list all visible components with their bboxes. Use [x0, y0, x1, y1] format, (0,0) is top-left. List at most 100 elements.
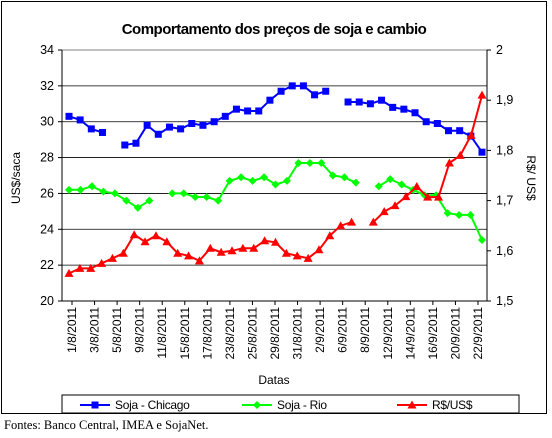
data-point — [202, 193, 211, 202]
data-point — [143, 121, 151, 129]
data-point — [98, 128, 106, 136]
data-point — [145, 196, 154, 205]
data-point — [288, 82, 296, 90]
y-left-tick-label: 24 — [40, 222, 54, 236]
data-point — [344, 98, 352, 106]
legend-label: Soja - Rio — [277, 398, 327, 412]
data-point — [249, 243, 259, 252]
data-point — [221, 112, 229, 120]
data-point — [225, 176, 234, 185]
data-point — [434, 192, 444, 201]
x-tick-label: 14/9/2011 — [403, 307, 417, 360]
data-point — [129, 230, 139, 239]
data-point — [379, 207, 389, 216]
data-point — [75, 263, 85, 272]
data-point — [374, 182, 383, 191]
y-left-tick-label: 26 — [40, 186, 54, 200]
data-point — [87, 182, 96, 191]
y-axis-right: 1,5 1,6 1,7 1,8 1,9 2 — [486, 43, 513, 308]
data-point — [400, 105, 408, 113]
data-point — [162, 237, 172, 246]
x-tick-label: 1/8/2011 — [65, 307, 79, 353]
x-tick-label: 29/8/2011 — [268, 307, 282, 360]
data-point — [110, 189, 119, 198]
plot-area — [61, 49, 488, 302]
x-axis-label: Datas — [258, 373, 289, 387]
data-point — [423, 192, 433, 201]
data-point — [199, 121, 207, 129]
data-point — [422, 118, 430, 126]
data-point — [299, 82, 307, 90]
data-point — [271, 180, 280, 189]
series-line — [378, 177, 483, 241]
data-point — [466, 210, 475, 219]
data-point — [121, 141, 129, 149]
data-point — [314, 245, 324, 254]
data-point — [238, 243, 248, 252]
data-point — [311, 91, 319, 99]
legend-marker — [91, 401, 99, 409]
x-tick-label: 31/8/2011 — [291, 307, 305, 360]
data-point — [86, 263, 96, 272]
data-point — [271, 237, 280, 246]
data-point — [97, 258, 107, 267]
x-tick-label: 2/9/2011 — [313, 307, 327, 353]
series-layer — [64, 82, 487, 277]
data-point — [191, 193, 200, 202]
data-point — [260, 173, 269, 182]
data-point — [366, 100, 374, 108]
data-point — [232, 105, 240, 113]
x-tick-label: 5/8/2011 — [110, 307, 124, 353]
x-tick-label: 3/8/2011 — [88, 307, 102, 353]
data-point — [107, 253, 117, 262]
data-point — [151, 231, 161, 240]
data-point — [65, 185, 73, 194]
x-tick-label: 23/8/2011 — [223, 307, 237, 360]
data-point — [466, 130, 476, 139]
data-point — [386, 175, 395, 184]
y-axis-right-label: R$/ US$ — [524, 155, 538, 201]
x-tick-label: 16/9/2011 — [426, 307, 440, 360]
series-1 — [65, 158, 486, 245]
y-left-tick-label: 30 — [40, 115, 54, 129]
data-point — [255, 107, 263, 115]
y-left-tick-label: 28 — [40, 151, 54, 165]
data-point — [389, 103, 397, 111]
data-point — [455, 210, 464, 219]
y-axis-left: 20 22 24 26 28 30 32 34 — [40, 43, 63, 308]
grid-lines — [62, 85, 487, 266]
x-tick-label: 9/8/2011 — [133, 307, 147, 353]
y-axis-left-label: US$/saca — [9, 152, 23, 204]
series-line — [68, 115, 103, 134]
y-left-tick-label: 22 — [40, 258, 54, 272]
data-point — [266, 96, 274, 104]
data-point — [118, 248, 128, 257]
x-tick-label: 11/8/2011 — [155, 307, 169, 359]
data-point — [347, 217, 357, 226]
series-2 — [64, 90, 487, 277]
x-tick-label: 22/9/2011 — [471, 307, 485, 360]
data-point — [378, 96, 386, 104]
data-point — [76, 116, 84, 124]
legend-marker — [407, 400, 417, 409]
data-point — [194, 256, 204, 265]
data-point — [76, 185, 85, 194]
data-point — [188, 120, 196, 128]
data-point — [244, 107, 252, 115]
data-point — [355, 98, 363, 106]
data-point — [294, 158, 303, 167]
series-0 — [65, 82, 486, 156]
data-point — [122, 196, 131, 205]
data-point — [456, 127, 464, 135]
y-right-tick-label: 1,7 — [496, 194, 513, 208]
y-left-tick-label: 34 — [40, 43, 54, 57]
y-right-tick-label: 2 — [496, 43, 503, 57]
y-left-tick-label: 32 — [40, 79, 54, 93]
data-point — [397, 180, 406, 189]
data-point — [340, 173, 349, 182]
data-point — [277, 87, 285, 95]
data-point — [65, 112, 73, 120]
legend-item: R$/US$ — [397, 398, 473, 412]
x-tick-label: 20/9/2011 — [448, 307, 462, 360]
data-point — [248, 176, 257, 185]
